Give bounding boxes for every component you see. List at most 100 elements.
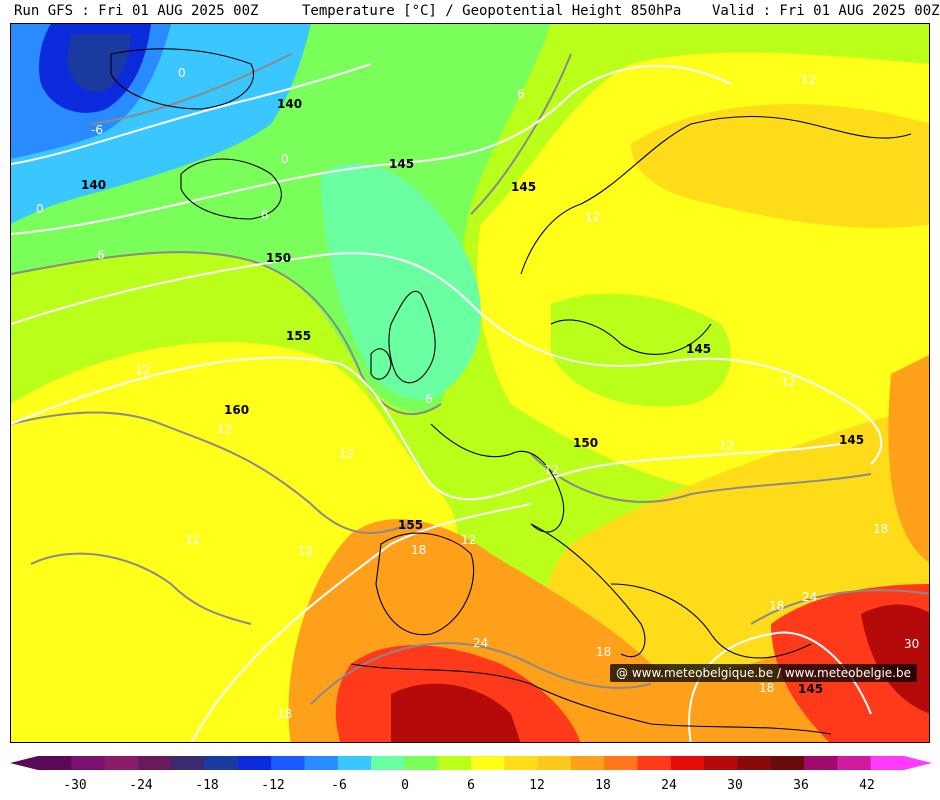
colorbar-cell	[471, 756, 505, 770]
zone-mint-uk	[321, 163, 481, 400]
colorbar-cell	[204, 756, 239, 770]
t-label: -6	[91, 123, 103, 137]
colorbar-cell	[104, 756, 139, 770]
zone-yg-baltic	[551, 293, 731, 407]
colorbar-cell	[504, 756, 539, 770]
colorbar-cell	[71, 756, 106, 770]
colorbar-cell	[570, 756, 605, 770]
geopotential-lines	[11, 63, 883, 742]
temperature-field: 140 140 145 145 145 145 145 150 150 155 …	[11, 24, 929, 742]
gh-label: 155	[398, 518, 423, 532]
colorbar-cell	[38, 756, 72, 770]
t-label: 6	[261, 208, 269, 222]
t-label: 12	[135, 363, 150, 377]
t-label: 6	[517, 87, 525, 101]
map-title: Temperature [°C] / Geopotential Height 8…	[302, 3, 682, 19]
geopotential-labels: 140 140 145 145 145 145 145 150 150 155 …	[81, 97, 864, 696]
isotherm-labels: -6 0 0 0 6 6 6 6 12 12 12 12 12 12 12 12…	[36, 66, 919, 721]
t-label: 12	[339, 447, 354, 461]
t-label: 12	[781, 375, 796, 389]
colorbar-cell	[237, 756, 272, 770]
colorbar-cell	[537, 756, 572, 770]
t-label: 12	[298, 544, 313, 558]
colorbar-cell	[670, 756, 705, 770]
colorbar-cell	[737, 756, 772, 770]
t-label: 12	[801, 73, 816, 87]
valid-time: Valid : Fri 01 AUG 2025 00Z	[712, 3, 940, 19]
t-label: 30	[904, 637, 919, 651]
t-label: 0	[281, 152, 289, 166]
t-label: 6	[425, 392, 433, 406]
gh-label: 145	[686, 342, 711, 356]
colorbar-cell	[604, 756, 639, 770]
colorbar-tick-label: -18	[195, 778, 219, 793]
colorbar-tick-label: 36	[793, 778, 809, 793]
t-label: 0	[178, 66, 186, 80]
colorbar-cell	[437, 756, 472, 770]
gh-label: 140	[81, 178, 106, 192]
credit-badge: @ www.meteobelgique.be / www.meteobelgie…	[610, 664, 917, 682]
coastlines	[110, 48, 912, 735]
colorbar-cell	[704, 756, 738, 770]
t-label: 18	[769, 599, 784, 613]
colorbar-cell	[804, 756, 838, 770]
colorbar-cell	[271, 756, 305, 770]
gh-label: 155	[286, 329, 311, 343]
gh-label: 145	[389, 157, 414, 171]
zone-darkred-africa	[391, 683, 521, 742]
gh-label: 150	[266, 251, 291, 265]
colorbar-right-arrow	[904, 756, 932, 770]
weather-map: 140 140 145 145 145 145 145 150 150 155 …	[10, 23, 930, 743]
colorbar-tick-label: -30	[63, 778, 87, 793]
t-label: 18	[596, 645, 611, 659]
color-scale	[10, 756, 932, 770]
colorbar-tick-label: 6	[467, 778, 475, 793]
colorbar-cell	[304, 756, 339, 770]
t-label: 12	[585, 210, 600, 224]
colorbar-cell	[870, 756, 905, 770]
colorbar-tick-label: -24	[129, 778, 153, 793]
t-label: 12	[217, 422, 232, 436]
gh-label: 140	[277, 97, 302, 111]
colorbar-tick-label: 12	[529, 778, 545, 793]
colorbar-cell	[837, 756, 872, 770]
gh-label: 145	[511, 180, 536, 194]
zone-orange-east	[888, 355, 929, 563]
t-label: 24	[473, 636, 488, 650]
t-label: 12	[544, 463, 559, 477]
colorbar-tick-label: 30	[727, 778, 743, 793]
colorbar-cell	[171, 756, 206, 770]
t-label: 24	[802, 590, 817, 604]
colorbar-cell	[637, 756, 672, 770]
gh-label: 145	[798, 682, 823, 696]
t-label: 12	[185, 533, 200, 547]
zone-darkred-east	[861, 604, 929, 714]
zone-navy-greenland	[67, 34, 131, 93]
gh-label: 150	[573, 436, 598, 450]
colorbar-left-arrow	[10, 756, 38, 770]
run-info: Run GFS : Fri 01 AUG 2025 00Z	[14, 3, 259, 19]
t-label: 0	[36, 202, 44, 216]
colorbar-cell	[137, 756, 172, 770]
colorbar-tick-label: 24	[661, 778, 677, 793]
colorbar-cell	[770, 756, 805, 770]
t-label: 18	[759, 681, 774, 695]
colorbar-cell	[371, 756, 405, 770]
t-label: 18	[411, 543, 426, 557]
t-label: 12	[719, 438, 734, 452]
colorbar-tick-label: 0	[401, 778, 409, 793]
t-label: 12	[461, 533, 476, 547]
isotherm-lines	[11, 53, 929, 705]
t-label: 6	[97, 248, 105, 262]
colorbar-tick-label: -12	[261, 778, 285, 793]
colorbar-cell	[337, 756, 372, 770]
color-scale-cells	[38, 756, 905, 770]
colorbar-tick-label: -6	[331, 778, 347, 793]
t-label: 18	[277, 707, 292, 721]
t-label: 18	[873, 522, 888, 536]
colorbar-cell	[404, 756, 439, 770]
colorbar-tick-label: 42	[859, 778, 875, 793]
gh-label: 160	[224, 403, 249, 417]
gh-label: 145	[839, 433, 864, 447]
colorbar-tick-label: 18	[595, 778, 611, 793]
